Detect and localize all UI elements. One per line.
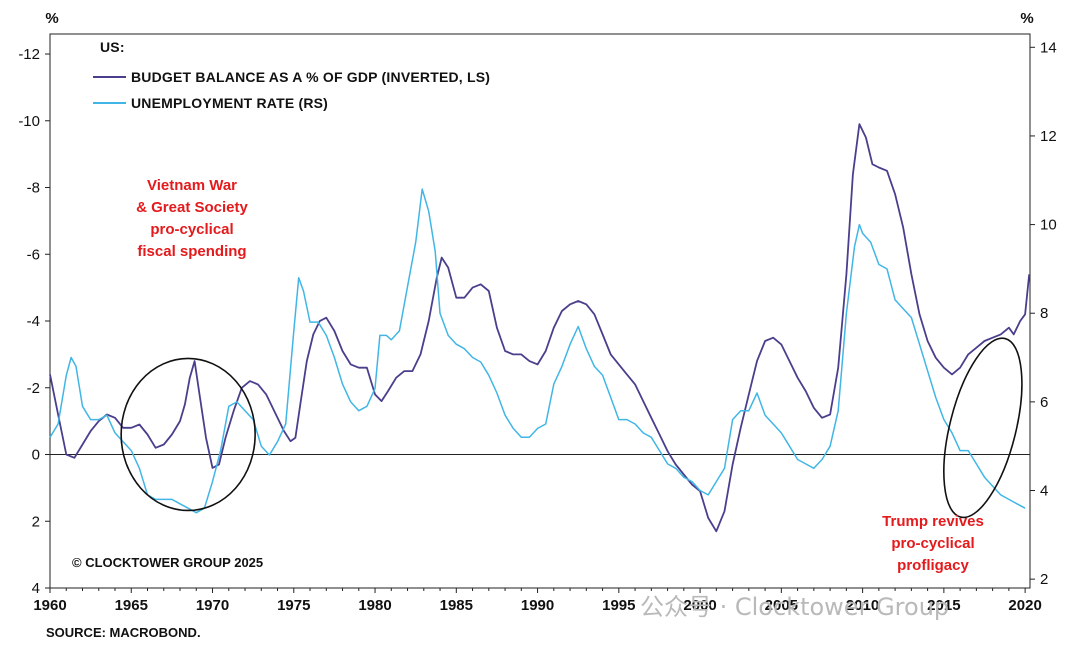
right-tick-label: 14: [1040, 39, 1057, 56]
annotation-vietnam-line: fiscal spending: [137, 243, 246, 260]
x-tick-label: 2000: [683, 597, 716, 614]
right-tick-label: 10: [1040, 217, 1057, 234]
copyright-text: © CLOCKTOWER GROUP 2025: [72, 555, 263, 570]
left-tick-label: -4: [27, 313, 40, 330]
annotation-trump-line: profligacy: [897, 557, 969, 574]
right-tick-label: 4: [1040, 482, 1048, 499]
x-tick-label: 2010: [846, 597, 879, 614]
x-tick-label: 1980: [358, 597, 391, 614]
right-tick-label: 6: [1040, 394, 1048, 411]
legend-title: US:: [100, 39, 125, 55]
watermark-text: 公众号 · Clocktower Group: [640, 593, 949, 621]
annotation-vietnam-line: Vietnam War: [147, 177, 237, 194]
x-tick-label: 2005: [765, 597, 798, 614]
x-tick-label: 2020: [1008, 597, 1041, 614]
x-tick-label: 1960: [33, 597, 66, 614]
source-text: SOURCE: MACROBOND.: [46, 625, 201, 640]
right-tick-label: 2: [1040, 571, 1048, 588]
x-tick-label: 1975: [277, 597, 310, 614]
x-tick-label: 2015: [927, 597, 960, 614]
x-tick-label: 1965: [115, 597, 148, 614]
left-tick-label: -6: [27, 246, 40, 263]
plot-frame: [49, 33, 1031, 589]
annotation-vietnam-line: & Great Society: [136, 199, 248, 216]
trump-highlight-circle: [943, 337, 1023, 519]
left-axis-unit: %: [45, 10, 58, 27]
x-tick-label: 1995: [602, 597, 635, 614]
annotation-trump-line: pro-cyclical: [891, 535, 974, 552]
budget-balance-line: [49, 123, 1031, 533]
x-tick-label: 1970: [196, 597, 229, 614]
annotation-trump-line: Trump revives: [882, 513, 984, 530]
vietnam-highlight-circle: [120, 357, 256, 512]
left-tick-label: 0: [32, 447, 40, 464]
x-tick-label: 1985: [440, 597, 473, 614]
left-tick-label: -12: [18, 46, 40, 63]
annotation-vietnam-line: pro-cyclical: [150, 221, 233, 238]
x-tick-label: 1990: [521, 597, 554, 614]
right-tick-label: 12: [1040, 128, 1057, 145]
right-tick-label: 8: [1040, 305, 1048, 322]
unemployment-line: [49, 188, 1026, 514]
left-tick-label: -8: [27, 180, 40, 197]
left-tick-label: -2: [27, 380, 40, 397]
left-tick-label: 4: [32, 580, 40, 597]
right-axis-unit: %: [1020, 10, 1033, 27]
left-tick-label: -10: [18, 113, 40, 130]
legend-label-unemployment: UNEMPLOYMENT RATE (RS): [131, 95, 328, 111]
left-tick-label: 2: [32, 513, 40, 530]
legend-label-budget: BUDGET BALANCE AS A % OF GDP (INVERTED, …: [131, 69, 490, 85]
